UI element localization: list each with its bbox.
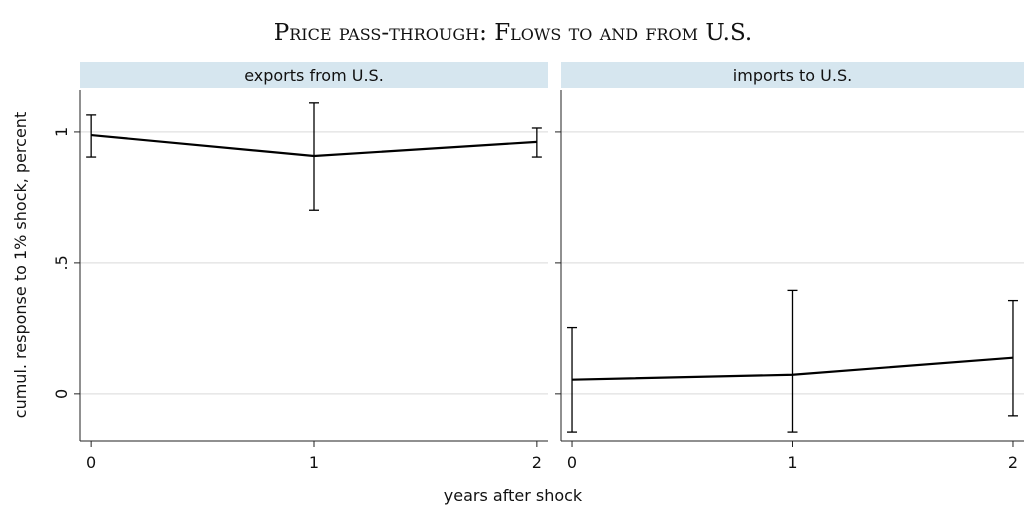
- line: [571, 356, 1014, 381]
- x-tick-label: 1: [787, 453, 797, 472]
- y-axis-label: cumul. response to 1% shock, percent: [11, 112, 30, 418]
- line: [91, 133, 537, 158]
- x-axis-label: years after shock: [444, 486, 583, 505]
- y-tick-label: 1: [52, 127, 71, 137]
- chart-title: Price pass-through: Flows to and from U.…: [274, 20, 752, 46]
- y-tick-label: .5: [52, 255, 71, 270]
- x-tick-label: 0: [86, 453, 96, 472]
- panel-title: imports to U.S.: [733, 66, 852, 85]
- panel-header: [80, 62, 548, 88]
- y-tick-label: 0: [52, 389, 71, 399]
- x-tick-label: 1: [309, 453, 319, 472]
- x-tick-label: 2: [532, 453, 542, 472]
- panel-header: [561, 62, 1024, 88]
- x-tick-label: 0: [567, 453, 577, 472]
- x-tick-label: 2: [1008, 453, 1018, 472]
- panel-title: exports from U.S.: [244, 66, 384, 85]
